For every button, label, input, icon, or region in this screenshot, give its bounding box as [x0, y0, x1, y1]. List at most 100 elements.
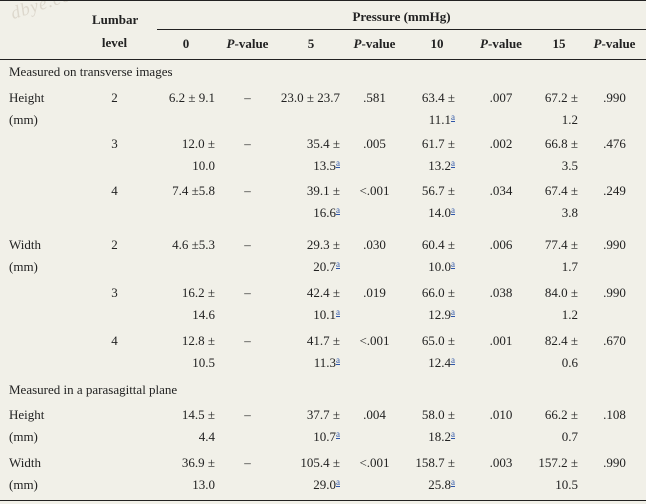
cell-level: 3 — [92, 136, 137, 152]
cell-text: .005 — [363, 136, 386, 151]
cell-text: .003 — [489, 455, 513, 470]
cell-text: .108 — [603, 407, 626, 422]
cell-v5-line1: 105.4 ± — [270, 455, 340, 471]
cell-p5: .005 — [342, 136, 407, 152]
cell-v15-line1: 82.4 ± — [525, 333, 578, 349]
cell-v10-line2: 11.1a — [395, 112, 455, 128]
cell-text: 3.5 — [561, 158, 578, 173]
cell-text: 66.8 ± — [544, 136, 578, 151]
cell-text: .990 — [603, 90, 626, 105]
cell-text: .010 — [489, 407, 513, 422]
table-top-rule — [0, 0, 646, 1]
cell-p15: .990 — [583, 455, 646, 471]
footnote-link[interactable]: a — [451, 477, 455, 487]
cell-v15-line2: 1.2 — [525, 307, 578, 323]
cell-v10-line2: 18.2a — [395, 429, 455, 445]
pressure-group-header: Pressure (mmHg) — [352, 9, 451, 24]
cell-v10-line1: 63.4 ± — [395, 90, 455, 106]
cell-p5: <.001 — [342, 455, 407, 471]
cell-text: 35.4 ± — [306, 136, 340, 151]
cell-text: 7.4 ±5.8 — [172, 183, 215, 198]
cell-v5-line1: 29.3 ± — [270, 237, 340, 253]
cell-v15-line1: 157.2 ± — [525, 455, 578, 471]
cell-text: 2 — [111, 90, 118, 105]
cell-v5-line1: 41.7 ± — [270, 333, 340, 349]
cell-text: <.001 — [359, 455, 390, 470]
cell-text: 67.2 ± — [544, 90, 578, 105]
footnote-link[interactable]: a — [451, 355, 455, 365]
footnote-link[interactable]: a — [451, 205, 455, 215]
cell-v0-line2: 10.5 — [145, 355, 215, 371]
cell-text: – — [244, 237, 251, 252]
cell-text: .030 — [363, 237, 386, 252]
cell-text: (mm) — [9, 259, 38, 274]
footnote-link[interactable]: a — [336, 158, 340, 168]
footnote-link[interactable]: a — [336, 205, 340, 215]
cell-label-line1: Height — [9, 90, 89, 106]
footnote-link[interactable]: a — [451, 158, 455, 168]
footnote-link[interactable]: a — [451, 112, 455, 122]
cell-text: 14.0 — [428, 205, 451, 220]
cell-v0-line2: 13.0 — [145, 477, 215, 493]
cell-v5-line2: 29.0a — [270, 477, 340, 493]
cell-v15-line1: 84.0 ± — [525, 285, 578, 301]
cell-p15: .990 — [583, 90, 646, 106]
cell-p15: .990 — [583, 237, 646, 253]
cell-text: 10.7 — [313, 429, 336, 444]
cell-text: 84.0 ± — [544, 285, 578, 300]
cell-p5: .581 — [342, 90, 407, 106]
cell-v15-line1: 66.8 ± — [525, 136, 578, 152]
cell-v5-line2: 10.1a — [270, 307, 340, 323]
cell-text: 65.0 ± — [421, 333, 455, 348]
footnote-link[interactable]: a — [336, 355, 340, 365]
cell-p10: .003 — [467, 455, 535, 471]
cell-text: 12.9 — [428, 307, 451, 322]
cell-text: 0.7 — [561, 429, 578, 444]
cell-text: 13.5 — [313, 158, 336, 173]
cell-v10-line1: 66.0 ± — [395, 285, 455, 301]
cell-v10-line1: 65.0 ± — [395, 333, 455, 349]
footnote-link[interactable]: a — [451, 429, 455, 439]
cell-p0: – — [215, 333, 280, 349]
cell-p10: .010 — [467, 407, 535, 423]
cell-v10-line2: 12.9a — [395, 307, 455, 323]
cell-v15-line1: 66.2 ± — [525, 407, 578, 423]
footnote-link[interactable]: a — [451, 259, 455, 269]
cell-text: 25.8 — [428, 477, 451, 492]
cell-text: 3 — [111, 285, 118, 300]
cell-v5-line1: 39.1 ± — [270, 183, 340, 199]
footnote-link[interactable]: a — [336, 429, 340, 439]
cell-p10: .001 — [467, 333, 535, 349]
cell-v15-line2: 10.5 — [525, 477, 578, 493]
cell-text: – — [244, 285, 251, 300]
cell-text: .476 — [603, 136, 626, 151]
cell-text: 6.2 ± 9.1 — [168, 90, 215, 105]
cell-v5-line1: 42.4 ± — [270, 285, 340, 301]
col-header-p5: P-value — [353, 36, 396, 51]
col-header-10: 10 — [430, 36, 444, 51]
cell-v15-line2: 0.6 — [525, 355, 578, 371]
cell-text: 3.8 — [561, 205, 578, 220]
cell-text: – — [244, 136, 251, 151]
footnote-link[interactable]: a — [451, 307, 455, 317]
watermark: dbye.com — [8, 0, 87, 24]
cell-text: 16.2 ± — [181, 285, 215, 300]
cell-text: (mm) — [9, 477, 38, 492]
cell-v5-line1: 35.4 ± — [270, 136, 340, 152]
footnote-link[interactable]: a — [336, 307, 340, 317]
cell-text: .007 — [489, 90, 513, 105]
cell-text: 158.7 ± — [415, 455, 455, 470]
cell-text: 67.4 ± — [544, 183, 578, 198]
cell-text: 1.2 — [561, 307, 578, 322]
cell-v0-line2: 4.4 — [145, 429, 215, 445]
cell-text: 10.5 — [555, 477, 578, 492]
cell-text: 1.7 — [561, 259, 578, 274]
cell-text: 12.0 ± — [181, 136, 215, 151]
cell-v10-line2: 10.0a — [395, 259, 455, 275]
cell-text: 0.6 — [561, 355, 578, 370]
cell-text: <.001 — [359, 333, 390, 348]
footnote-link[interactable]: a — [336, 477, 340, 487]
cell-text: 18.2 — [428, 429, 451, 444]
cell-text: .249 — [603, 183, 626, 198]
footnote-link[interactable]: a — [336, 259, 340, 269]
